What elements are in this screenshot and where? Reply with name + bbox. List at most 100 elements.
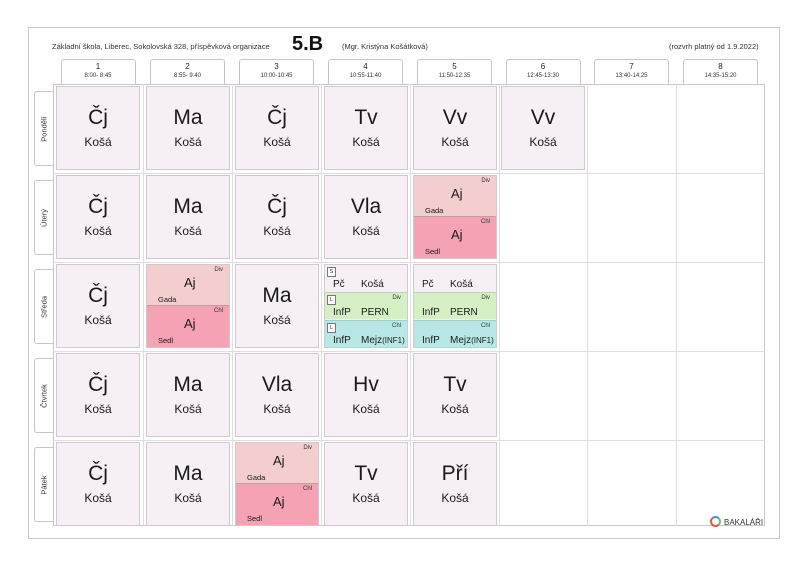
group-top-lesson[interactable]: Div Aj Gada	[236, 443, 318, 484]
period-header: 7 13:40-14:25	[594, 59, 669, 84]
day-label: Čtvrtek	[34, 358, 53, 433]
lesson-subject: Aj	[451, 186, 463, 201]
group-label: Chl	[480, 219, 490, 225]
period-header: 3 10:00-10:45	[239, 59, 314, 84]
group-top-lesson[interactable]: Div Aj Gada	[147, 265, 229, 306]
lesson-subject: Hv	[353, 373, 379, 396]
group-bottom-lesson[interactable]: Chl Aj Sedl	[236, 484, 318, 525]
group-bottom-lesson[interactable]: Chl Aj Sedl	[414, 217, 496, 258]
lesson-cell[interactable]: Ma Košá	[146, 86, 230, 170]
lesson-cell[interactable]: Čj Košá	[56, 175, 140, 259]
lesson-teacher: Košá	[352, 402, 380, 416]
period-header: 1 8:00- 8:45	[60, 59, 136, 84]
period-number: 5	[452, 62, 457, 71]
lesson-subject: Čj	[267, 106, 287, 129]
group-label: Div	[392, 295, 401, 301]
lesson-room: (INF1)	[471, 336, 494, 345]
grid-column-divider	[587, 84, 588, 526]
period-header: 6 12:45-13:30	[505, 59, 581, 84]
group-top-lesson[interactable]: Div Aj Gada	[414, 176, 496, 217]
group-bottom-lesson[interactable]: Chl Aj Sedl	[147, 306, 229, 347]
lesson-subject: Aj	[184, 316, 196, 331]
lesson-subject: Čj	[88, 373, 108, 396]
grid-row-divider	[53, 262, 765, 263]
lesson-cell[interactable]: Čj Košá	[235, 86, 319, 170]
lesson-subject: Ma	[173, 462, 203, 485]
lesson-cell[interactable]: Ma Košá	[146, 442, 230, 526]
lesson-teacher: Košá	[174, 491, 202, 505]
day-label: Pondělí	[34, 91, 53, 166]
lesson-subject: Ma	[173, 373, 203, 396]
period-time: 14:35-15:20	[704, 73, 737, 79]
split-lesson-cell[interactable]: Div Aj Gada Chl Aj Sedl	[413, 175, 497, 259]
lesson-teacher: Mejz	[361, 335, 383, 346]
lesson-cell[interactable]: Hv Košá	[324, 353, 408, 437]
multi-lesson-cell[interactable]: S Pč Košá L Div InfP PERN L Chl InfP Mejz(INF1)	[324, 264, 408, 348]
lesson-teacher-room: Košá	[450, 279, 473, 290]
lesson-teacher: Košá	[441, 135, 469, 149]
group-lesson-row[interactable]: S Pč Košá	[325, 265, 407, 292]
lesson-cell[interactable]: Čj Košá	[56, 442, 140, 526]
lesson-cell[interactable]: Čj Košá	[56, 86, 140, 170]
period-time: 8:55- 9:40	[173, 73, 202, 79]
group-lesson-row[interactable]: L Div InfP PERN	[325, 292, 407, 319]
grid-row-divider	[53, 440, 765, 441]
lesson-teacher-room: PERN	[361, 307, 389, 318]
lesson-cell[interactable]: Ma Košá	[146, 175, 230, 259]
lesson-subject: InfP	[422, 307, 440, 318]
period-time: 11:50-12:35	[438, 73, 471, 79]
split-lesson-cell[interactable]: Div Aj Gada Chl Aj Sedl	[146, 264, 230, 348]
grid-column-divider	[410, 84, 411, 526]
lesson-subject: Ma	[262, 284, 292, 307]
lesson-teacher: PERN	[361, 307, 389, 318]
lesson-cell[interactable]: Tv Košá	[324, 86, 408, 170]
lesson-cell[interactable]: Vv Košá	[501, 86, 585, 170]
lesson-cell[interactable]: Vv Košá	[413, 86, 497, 170]
lesson-cell[interactable]: Vla Košá	[235, 353, 319, 437]
period-number: 3	[274, 62, 279, 71]
day-label: Středa	[34, 269, 53, 344]
period-header: 5 11:50-12:35	[417, 59, 492, 84]
day-name: Pátek	[39, 474, 49, 495]
day-name: Čtvrtek	[39, 383, 49, 408]
lesson-cell[interactable]: Ma Košá	[235, 264, 319, 348]
period-number: 8	[718, 62, 723, 71]
split-lesson-cell[interactable]: Div Aj Gada Chl Aj Sedl	[235, 442, 319, 526]
lesson-subject: Pč	[422, 279, 434, 290]
period-time: 10:00-10:45	[260, 73, 293, 79]
lesson-subject: Aj	[273, 494, 285, 509]
lesson-teacher: Košá	[174, 224, 202, 238]
lesson-subject: Aj	[451, 227, 463, 242]
lesson-cell[interactable]: Čj Košá	[56, 353, 140, 437]
lesson-subject: Vv	[442, 106, 468, 129]
timetable-sheet	[28, 27, 780, 539]
period-number: 2	[185, 62, 190, 71]
lesson-cell[interactable]: Tv Košá	[324, 442, 408, 526]
period-header: 4 10:55-11:40	[328, 59, 403, 84]
period-header: 8 14:35-15:20	[683, 59, 758, 84]
lesson-subject: Čj	[88, 195, 108, 218]
lesson-cell[interactable]: Vla Košá	[324, 175, 408, 259]
group-lesson-row[interactable]: L Chl InfP Mejz(INF1)	[325, 320, 407, 347]
group-lesson-row[interactable]: Chl InfP Mejz(INF1)	[414, 320, 496, 347]
multi-lesson-cell[interactable]: Pč Košá Div InfP PERN Chl InfP Mejz(INF1)	[413, 264, 497, 348]
lesson-cell[interactable]: Ma Košá	[146, 353, 230, 437]
lesson-cell[interactable]: Čj Košá	[56, 264, 140, 348]
lesson-teacher: Košá	[263, 402, 291, 416]
period-time: 13:40-14:25	[615, 73, 648, 79]
lesson-subject: Ma	[173, 195, 203, 218]
lesson-subject: Tv	[354, 462, 378, 485]
lesson-subject: Čj	[88, 284, 108, 307]
group-lesson-row[interactable]: Div InfP PERN	[414, 292, 496, 319]
lesson-teacher: Košá	[529, 135, 557, 149]
lesson-cell[interactable]: Pří Košá	[413, 442, 497, 526]
grid-column-divider	[676, 84, 677, 526]
lesson-teacher: Košá	[352, 135, 380, 149]
lesson-teacher: Košá	[263, 135, 291, 149]
group-label: Chl	[302, 486, 312, 492]
lesson-subject: Tv	[354, 106, 378, 129]
group-lesson-row[interactable]: Pč Košá	[414, 265, 496, 292]
period-number: 4	[363, 62, 368, 71]
lesson-cell[interactable]: Čj Košá	[235, 175, 319, 259]
lesson-cell[interactable]: Tv Košá	[413, 353, 497, 437]
